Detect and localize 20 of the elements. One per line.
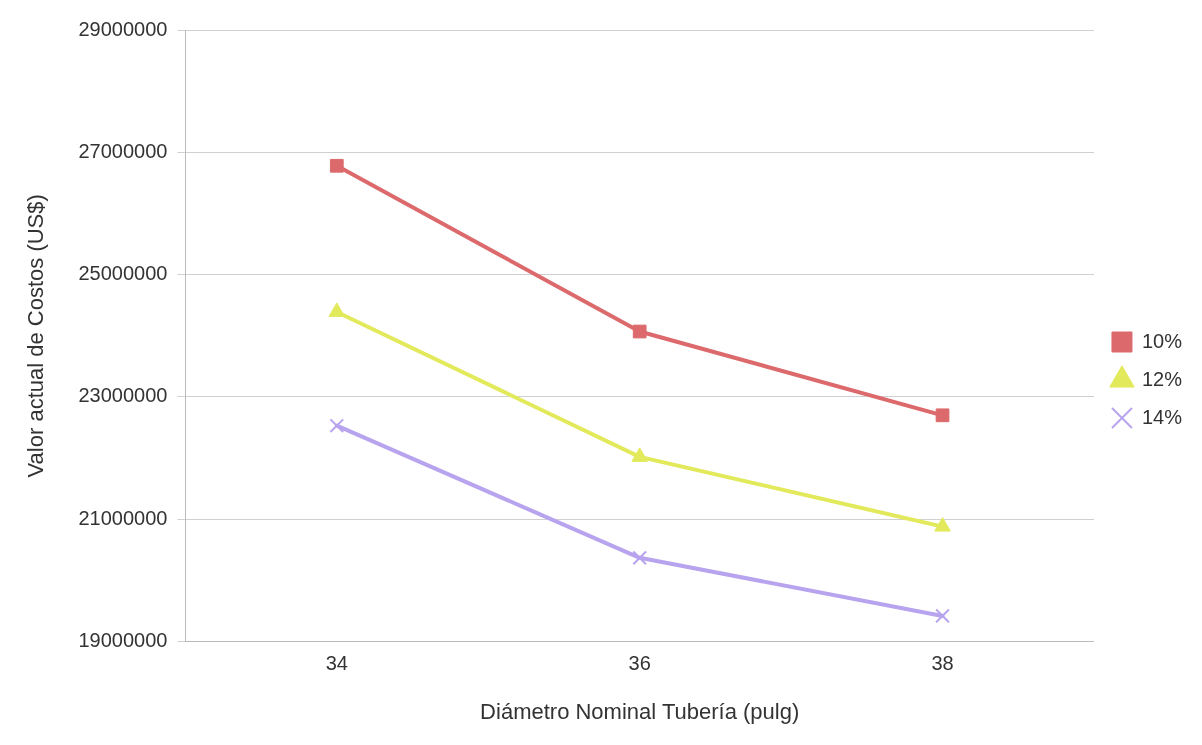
point [329,158,344,173]
x-tick-label: 34 [325,652,348,675]
y-tick-label: 29000000 [78,17,168,40]
y-tick-label: 21000000 [78,506,168,529]
y-tick-label: 19000000 [78,629,168,652]
point [935,408,950,423]
y-axis-title: Valor actual de Costos (US$) [23,194,49,478]
y-tick-label: 23000000 [78,384,168,407]
legend-label: 10% [1141,329,1183,352]
x-tick-label: 36 [628,652,651,675]
point [935,608,950,624]
legend-label: 12% [1141,367,1183,390]
legend-label: 14% [1141,405,1183,428]
y-tick-label: 27000000 [78,139,168,162]
x-axis-title: Diámetro Nominal Tubería (pulg) [480,698,800,724]
point [632,550,648,566]
point [329,418,345,434]
x-tick-label: 38 [931,652,954,675]
y-tick-label: 25000000 [78,262,168,285]
point [632,324,647,339]
